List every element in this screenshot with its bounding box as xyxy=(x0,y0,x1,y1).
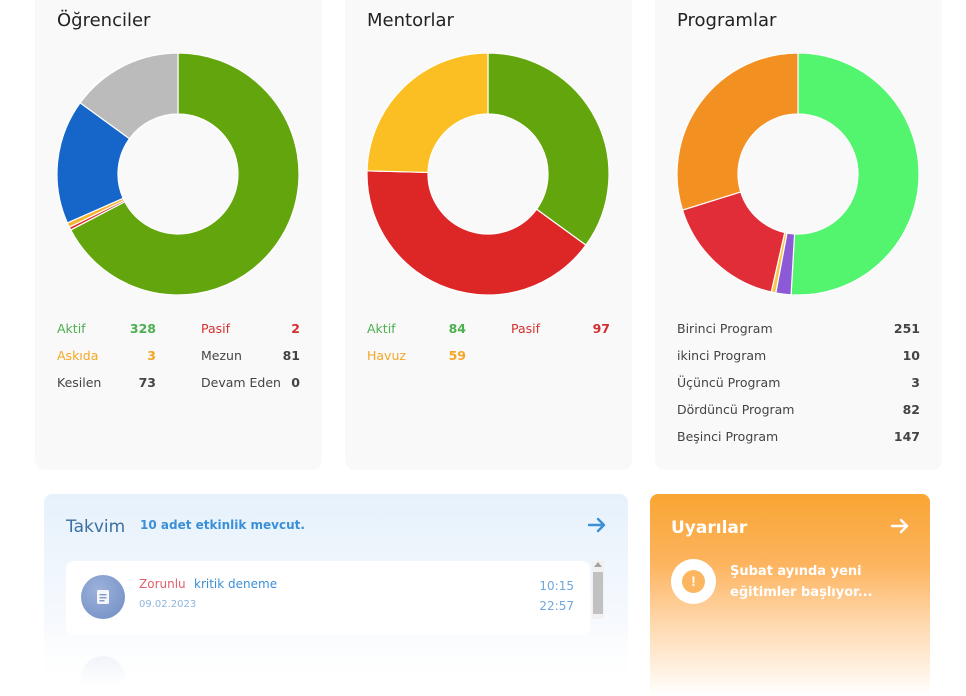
arrow-right-icon[interactable] xyxy=(586,514,608,536)
mentors-donut-chart xyxy=(367,53,609,295)
programs-card: Programlar Birinci Program 251 ikinci Prog… xyxy=(655,0,942,470)
students-card: Öğrenciler Aktif 328 Pasif 2 Askıda 3 Mezun 81 K… xyxy=(35,0,322,470)
mentors-slice-1[interactable] xyxy=(367,170,587,295)
stat-value: 3 xyxy=(147,348,156,363)
event-name: kritik deneme xyxy=(194,577,278,591)
mentors-card: Mentorlar Aktif 84 Pasif 97 Havuz 59 xyxy=(345,0,632,470)
program-row: Üçüncü Program 3 xyxy=(677,375,920,390)
calendar-panel: Takvim 10 adet etkinlik mevcut. Zorunlu … xyxy=(44,494,628,696)
program-value: 82 xyxy=(902,402,920,417)
program-row: ikinci Program 10 xyxy=(677,348,920,363)
alerts-title: Uyarılar xyxy=(671,518,748,538)
event-date: 09.02.2023 xyxy=(139,599,197,610)
students-stat-aktif: Aktif 328 xyxy=(57,321,156,337)
event-end-time: 22:57 xyxy=(539,599,574,613)
mentors-stat-aktif: Aktif 84 xyxy=(367,321,466,337)
stat-value: 59 xyxy=(448,348,466,363)
program-value: 251 xyxy=(893,321,920,336)
arrow-right-icon[interactable] xyxy=(889,515,911,537)
stat-value: 97 xyxy=(592,321,610,336)
students-donut-chart xyxy=(57,53,299,295)
program-label: Dördüncü Program xyxy=(677,402,795,417)
students-stat-askıda: Askıda 3 xyxy=(57,348,156,364)
stat-label: Havuz xyxy=(367,348,406,363)
students-slice-4[interactable] xyxy=(79,53,179,140)
program-label: ikinci Program xyxy=(677,348,767,363)
calendar-title: Takvim xyxy=(66,517,126,537)
stat-label: Mezun xyxy=(201,348,242,363)
mentors-stat-pasif: Pasif 97 xyxy=(511,321,610,337)
stat-value: 328 xyxy=(129,321,156,336)
calendar-event-count: 10 adet etkinlik mevcut. xyxy=(140,518,305,532)
stat-label: Pasif xyxy=(201,321,231,336)
stat-value: 73 xyxy=(138,375,156,390)
alerts-panel: Uyarılar ! Şubat ayında yeni eğitimler b… xyxy=(650,494,930,696)
document-icon xyxy=(81,575,125,619)
students-stat-devam-eden: Devam Eden 0 xyxy=(201,375,300,391)
calendar-scrollbar[interactable] xyxy=(592,561,604,619)
program-value: 3 xyxy=(911,375,920,390)
mentors-slice-0[interactable] xyxy=(487,53,609,246)
mentors-stat-havuz: Havuz 59 xyxy=(367,348,466,364)
scrollbar-thumb[interactable] xyxy=(593,572,603,614)
stat-label: Askıda xyxy=(57,348,99,363)
stat-label: Aktif xyxy=(367,321,396,336)
program-label: Beşinci Program xyxy=(677,429,779,444)
stat-label: Pasif xyxy=(511,321,541,336)
students-stat-kesilen: Kesilen 73 xyxy=(57,375,156,391)
stat-label: Kesilen xyxy=(57,375,102,390)
scroll-up-icon[interactable] xyxy=(594,562,602,567)
programs-donut-chart xyxy=(677,53,919,295)
program-value: 10 xyxy=(902,348,920,363)
stat-label: Devam Eden xyxy=(201,375,281,390)
students-slice-0[interactable] xyxy=(69,53,299,295)
exclamation-icon: ! xyxy=(682,570,705,593)
program-label: Üçüncü Program xyxy=(677,375,781,390)
stat-value: 84 xyxy=(448,321,466,336)
stat-value: 81 xyxy=(282,348,300,363)
mentors-slice-2[interactable] xyxy=(367,53,489,174)
programs-title: Programlar xyxy=(677,10,777,31)
programs-slice-3[interactable] xyxy=(681,191,786,293)
alert-badge: ! xyxy=(671,559,716,604)
event-start-time: 10:15 xyxy=(539,579,574,593)
students-title: Öğrenciler xyxy=(57,10,151,31)
alert-message[interactable]: Şubat ayında yeni eğitimler başlıyor... xyxy=(730,564,873,600)
students-stat-pasif: Pasif 2 xyxy=(201,321,300,337)
program-row: Dördüncü Program 82 xyxy=(677,402,920,417)
program-row: Beşinci Program 147 xyxy=(677,429,920,444)
program-row: Birinci Program 251 xyxy=(677,321,920,336)
program-value: 147 xyxy=(893,429,920,444)
program-label: Birinci Program xyxy=(677,321,773,336)
stat-value: 0 xyxy=(291,375,300,390)
mentors-title: Mentorlar xyxy=(367,10,454,31)
programs-slice-0[interactable] xyxy=(790,53,919,295)
programs-slice-4[interactable] xyxy=(677,53,799,211)
event-type: Zorunlu xyxy=(139,577,186,591)
stat-value: 2 xyxy=(291,321,300,336)
stat-label: Aktif xyxy=(57,321,86,336)
students-stat-mezun: Mezun 81 xyxy=(201,348,300,364)
